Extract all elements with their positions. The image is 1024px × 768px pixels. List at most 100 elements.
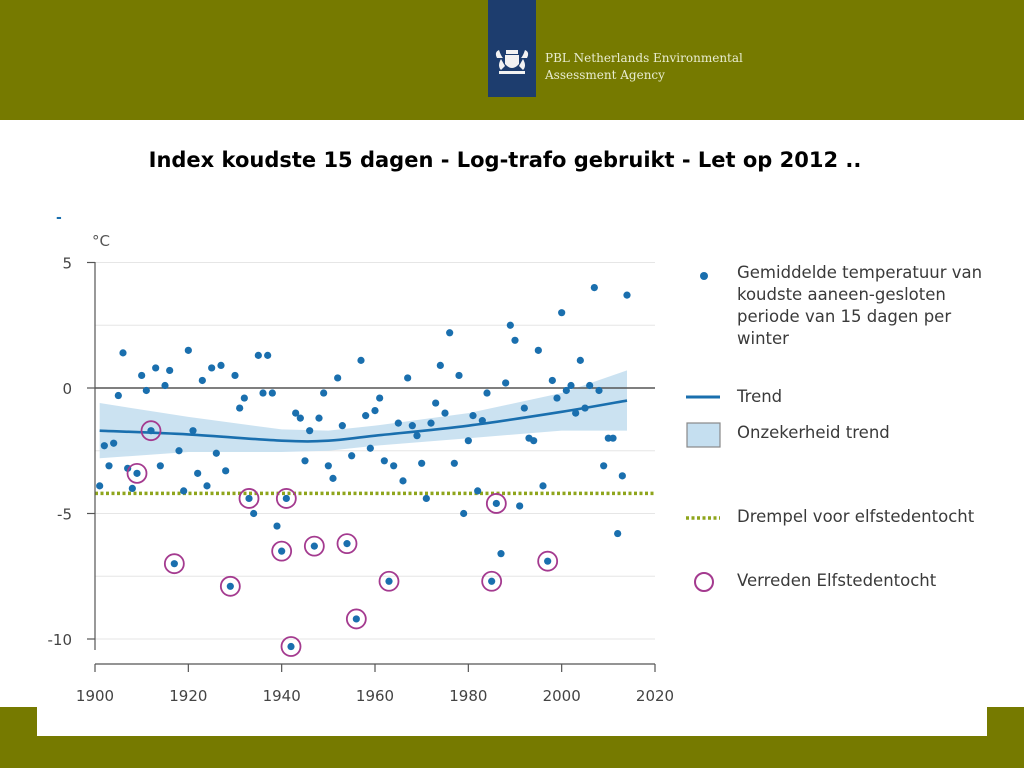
data-point <box>600 462 608 470</box>
data-point <box>147 427 155 435</box>
data-point <box>590 284 598 292</box>
data-point <box>376 394 384 402</box>
trend-line-icon <box>686 395 720 399</box>
netherlands-coat-of-arms-icon <box>495 50 529 74</box>
data-point <box>427 419 435 427</box>
data-point <box>329 474 337 482</box>
plot-area <box>95 262 655 650</box>
data-point <box>273 522 281 530</box>
data-point <box>320 389 328 397</box>
data-point <box>436 361 444 370</box>
band-swatch-icon <box>686 422 721 448</box>
data-point <box>278 547 286 555</box>
elfstedentocht-marker <box>275 488 297 509</box>
data-point <box>446 329 454 337</box>
data-point <box>478 417 486 425</box>
x-tick-label: 1960 <box>356 687 394 705</box>
data-point <box>198 376 206 385</box>
data-point <box>380 457 388 465</box>
elfstedentocht-marker <box>378 570 400 592</box>
x-tick-label: 1980 <box>449 687 487 705</box>
legend-item-points: Gemiddelde temperatuur van koudste aanee… <box>680 262 1000 372</box>
elfstedentocht-marker <box>219 575 241 597</box>
organization-name: PBL Netherlands Environmental Assessment… <box>545 50 743 84</box>
data-point <box>614 529 622 538</box>
data-point <box>217 361 225 370</box>
dot-icon <box>700 272 708 280</box>
data-point <box>222 467 230 475</box>
y-tick-label: -10 <box>48 631 73 649</box>
data-point <box>348 452 356 460</box>
elfstedentocht-marker <box>140 420 162 442</box>
data-point <box>203 482 211 490</box>
data-point <box>114 391 122 400</box>
elfstedentocht-marker <box>126 462 148 484</box>
legend-item-circle: Verreden Elfstedentocht <box>680 570 1000 600</box>
data-point <box>455 371 463 380</box>
data-point <box>282 494 290 503</box>
data-point <box>595 386 603 395</box>
data-point <box>385 577 393 585</box>
bullet-dash: - <box>56 210 62 226</box>
data-point <box>231 371 239 380</box>
data-point <box>226 582 234 590</box>
data-point <box>236 404 244 412</box>
data-point <box>245 494 253 503</box>
legend-item-trend: Trend <box>680 386 1000 416</box>
data-point <box>562 386 570 395</box>
data-point <box>362 412 370 420</box>
elfstedentocht-marker <box>485 493 507 514</box>
data-point <box>553 394 561 402</box>
data-point <box>371 406 379 415</box>
data-point <box>310 542 318 550</box>
y-tick-label: 5 <box>62 255 72 273</box>
circle-outline-icon <box>694 572 714 592</box>
data-point <box>404 374 412 382</box>
data-point <box>413 432 421 440</box>
data-point <box>315 414 323 422</box>
data-point <box>618 472 626 480</box>
slide-title: Index koudste 15 dagen - Log-trafo gebru… <box>148 148 862 172</box>
data-point <box>338 422 346 430</box>
footer-band <box>0 736 1024 768</box>
data-point <box>441 409 449 417</box>
elfstedentocht-marker <box>238 488 260 509</box>
data-point <box>422 494 430 503</box>
elfstedentocht-marker <box>336 533 358 555</box>
y-tick-label: 0 <box>62 380 72 398</box>
data-point <box>105 462 113 470</box>
data-point <box>506 321 514 329</box>
data-point <box>156 462 164 470</box>
data-point <box>264 351 272 359</box>
data-point <box>502 379 510 387</box>
x-tick-label: 1920 <box>169 687 207 705</box>
legend-item-threshold: Drempel voor elfstedentocht <box>680 506 1000 556</box>
data-point <box>161 381 169 390</box>
data-point <box>166 366 174 375</box>
data-point <box>306 427 314 435</box>
data-point <box>366 444 374 452</box>
dotted-line-icon <box>686 516 720 520</box>
data-point <box>352 615 360 623</box>
trend-line <box>99 399 628 443</box>
data-point <box>259 389 267 397</box>
elfstedentocht-marker <box>280 636 302 657</box>
elfstedentocht-marker <box>303 535 325 557</box>
data-point <box>497 550 505 558</box>
x-tick-label: 1900 <box>76 687 114 705</box>
org-name-line2: Assessment Agency <box>545 68 665 82</box>
data-point <box>539 482 547 490</box>
data-point <box>483 389 491 397</box>
data-point <box>194 469 202 477</box>
x-tick-label: 1940 <box>263 687 301 705</box>
data-point <box>609 434 617 442</box>
org-name-line1: PBL Netherlands Environmental <box>545 51 743 65</box>
data-point <box>390 462 398 470</box>
data-point <box>96 482 104 490</box>
data-point <box>576 356 584 364</box>
data-point <box>152 364 160 372</box>
data-point <box>240 394 248 402</box>
data-point <box>170 560 178 568</box>
data-point <box>399 477 407 485</box>
y-unit-label: °C <box>92 232 110 250</box>
